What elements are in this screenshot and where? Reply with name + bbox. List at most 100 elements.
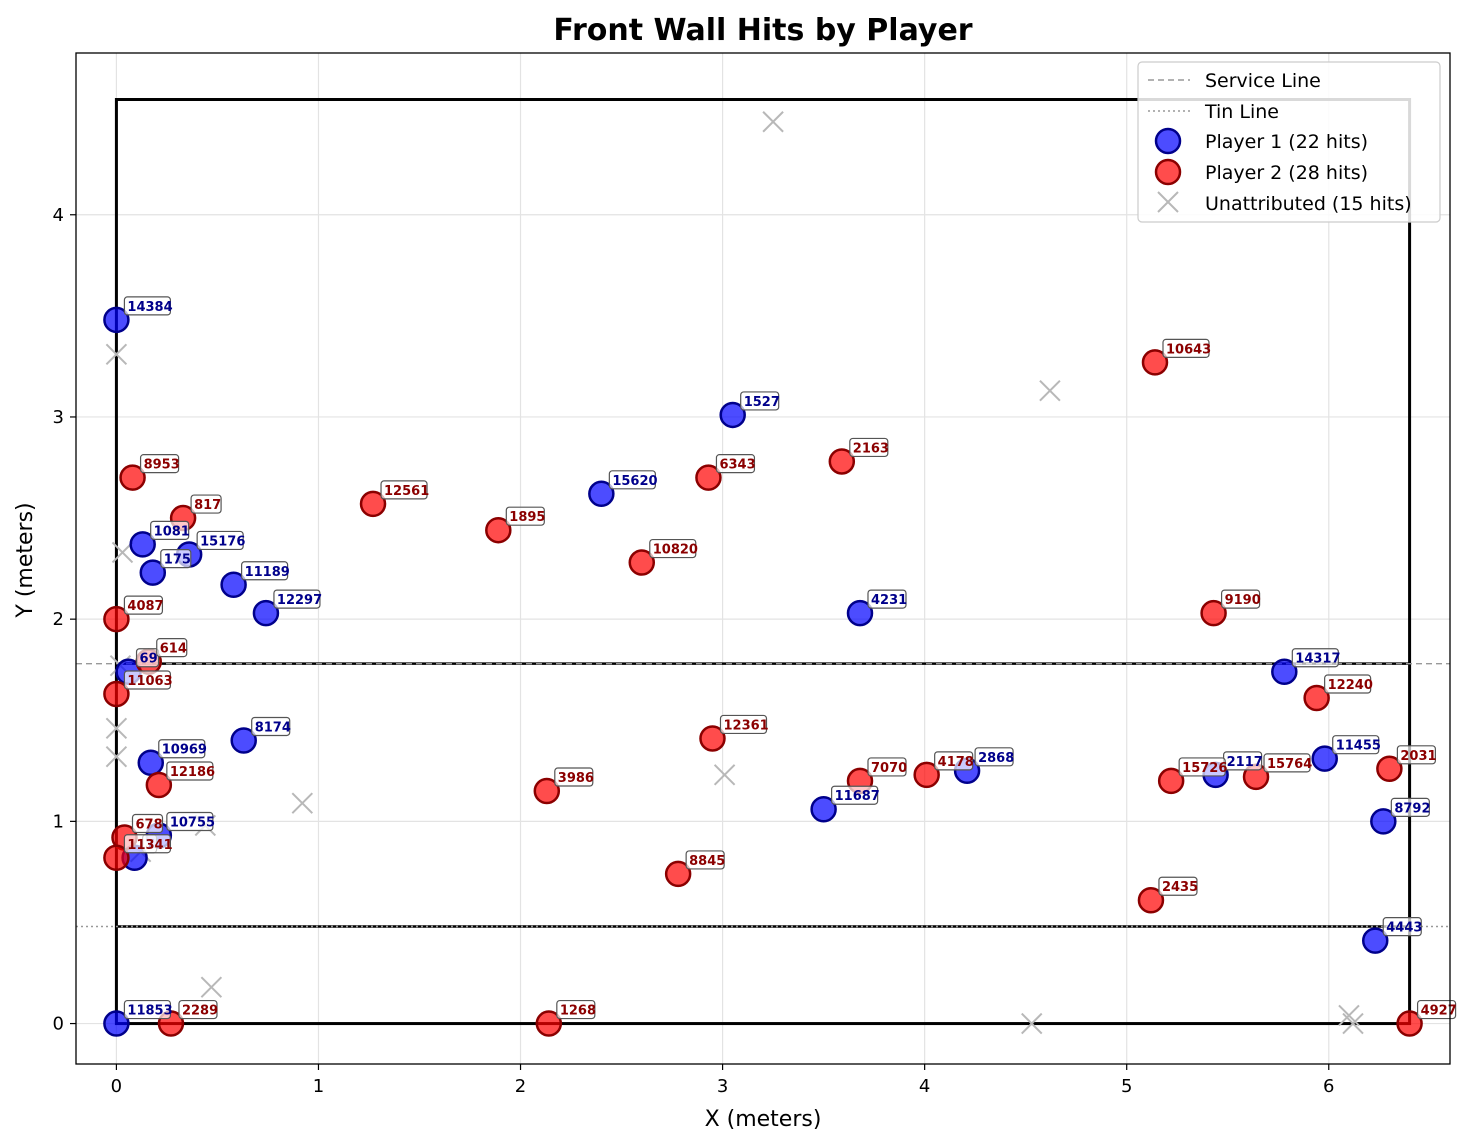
player2-hit-label-box [1324, 674, 1372, 694]
player2-hit-label-box [178, 999, 218, 1020]
player2-hit-marker [913, 761, 940, 789]
player1-hit-label-box [158, 739, 206, 759]
player1-hit-label-box [974, 747, 1014, 767]
player2-hit-marker [1396, 1010, 1423, 1037]
player1-hit-label-box [273, 589, 321, 609]
player1-hit-label: 12297 [277, 593, 322, 608]
player1-hit-label-box [1291, 648, 1339, 668]
player2-hit-label: 7070 [871, 761, 907, 776]
player2-hit-label-box [649, 538, 697, 559]
player2-hit-label: 15726 [1182, 761, 1227, 776]
player2-hit-label-box [131, 813, 164, 834]
player2-hit-label: 817 [194, 498, 221, 513]
player1-hit-label: 11455 [1336, 739, 1381, 754]
player1-hit-marker [220, 571, 247, 599]
player2-hit-label-box [849, 437, 889, 458]
unattributed-hit-marker [111, 541, 134, 564]
player1-hit-label-box [867, 589, 907, 609]
player2-hit-marker [699, 725, 726, 752]
player1-hit-label-box [166, 811, 214, 832]
legend: Service Line Tin Line Player 1 (22 hits)… [1137, 61, 1441, 223]
x-tick-label: 5 [1121, 1076, 1132, 1097]
x-tick-label: 1 [313, 1076, 324, 1097]
player2-hit-marker [695, 464, 722, 491]
legend-box [1137, 61, 1441, 223]
x-axis-label: X (meters) [705, 1107, 822, 1132]
player2-hit-label: 2163 [853, 441, 889, 456]
player1-hit-marker [1361, 927, 1389, 954]
player2-hit-label: 1895 [509, 510, 545, 525]
unattributed-hit-marker [713, 764, 736, 786]
player2-hit-label-box [1396, 745, 1436, 765]
player2-hit-marker [485, 516, 512, 544]
y-tick-label: 0 [53, 1014, 64, 1035]
player2-hit-label: 2435 [1162, 880, 1198, 895]
legend-tin-line-label: Tin Line [1204, 101, 1279, 123]
y-tick-label: 1 [53, 811, 64, 832]
player1-hit-marker [103, 306, 130, 334]
player2-hit-label-box [934, 751, 974, 771]
player1-hit-label: 14317 [1295, 652, 1340, 667]
point-labels-layer: 14384 1527 15620 1081 15176 175 11189 12297 4231… [123, 296, 1457, 1020]
player1-hit-label: 15620 [612, 474, 657, 489]
player2-hit-label: 12240 [1328, 678, 1373, 693]
player2-hit-label: 3986 [558, 771, 594, 786]
player2-hit-marker [533, 777, 561, 805]
player2-hit-marker [119, 464, 146, 491]
player1-hit-label: 11189 [245, 565, 290, 580]
player1-hit-label: 10755 [170, 816, 215, 831]
player1-hit-label-box [1390, 797, 1430, 817]
player2-hit-label: 12186 [170, 765, 215, 780]
player1-hit-label: 175 [164, 553, 191, 568]
unattributed-hit-marker [1338, 1004, 1360, 1027]
ticks-layer: 0 1 2 3 4 5 6 0 1 2 3 4 [53, 205, 1335, 1097]
player2-hit-label-box [139, 454, 180, 474]
x-tick-label: 4 [919, 1076, 930, 1097]
player2-hit-marker [664, 860, 692, 888]
player2-hit-label: 2289 [182, 1004, 218, 1019]
player2-hit-label: 678 [135, 818, 162, 833]
legend-service-line-label: Service Line [1205, 70, 1321, 92]
player1-hit-marker [588, 480, 615, 508]
player2-hit-marker [1141, 349, 1169, 376]
player2-hit-label: 11341 [127, 838, 172, 853]
player1-hit-label-box [740, 391, 780, 411]
player1-hit-marker [230, 727, 257, 754]
player1-hit-label: 8792 [1394, 801, 1430, 816]
x-tick-label: 6 [1323, 1076, 1334, 1097]
unattributed-hit-marker [1039, 379, 1061, 402]
player2-hit-marker [103, 680, 130, 708]
player2-hit-label-box [685, 850, 725, 870]
player2-hit-marker [103, 605, 130, 633]
player1-hit-label: 10969 [162, 743, 207, 758]
y-tick-label: 4 [53, 205, 64, 226]
player1-hit-label-box [608, 470, 656, 490]
player1-hit-label: 11853 [127, 1004, 172, 1019]
player1-hit-marker [1370, 808, 1397, 835]
player2-hit-marker [1376, 755, 1403, 783]
player2-hit-marker [1303, 684, 1330, 712]
player2-hit-label: 11063 [127, 674, 172, 689]
player2-hit-label-box [123, 834, 172, 854]
player2-hit-marker [1137, 886, 1165, 914]
chart-title: Front Wall Hits by Player [553, 13, 972, 48]
player2-hit-label-box [1158, 876, 1198, 896]
player1-hit-label-box [196, 530, 244, 551]
player2-hit-label: 4087 [127, 599, 163, 614]
player2-hit-label-box [123, 595, 164, 615]
player1-hit-label-box [831, 785, 879, 805]
player1-hit-label: 2868 [978, 751, 1014, 766]
player1-hit-label: 1081 [154, 524, 190, 539]
player1-hit-label-box [1382, 917, 1422, 937]
player2-hit-label-box [715, 454, 756, 474]
y-axis-label: Y (meters) [13, 502, 38, 618]
legend-player1-marker [1154, 127, 1182, 155]
player2-hit-label-box [1416, 999, 1457, 1020]
player1-hit-label-box [135, 648, 160, 668]
player1-hit-label-box [123, 999, 172, 1020]
player2-hit-label: 4178 [938, 755, 974, 770]
y-tick-label: 3 [53, 407, 64, 428]
x-tick-label: 0 [111, 1076, 122, 1097]
player1-hit-label: 1527 [744, 395, 780, 410]
